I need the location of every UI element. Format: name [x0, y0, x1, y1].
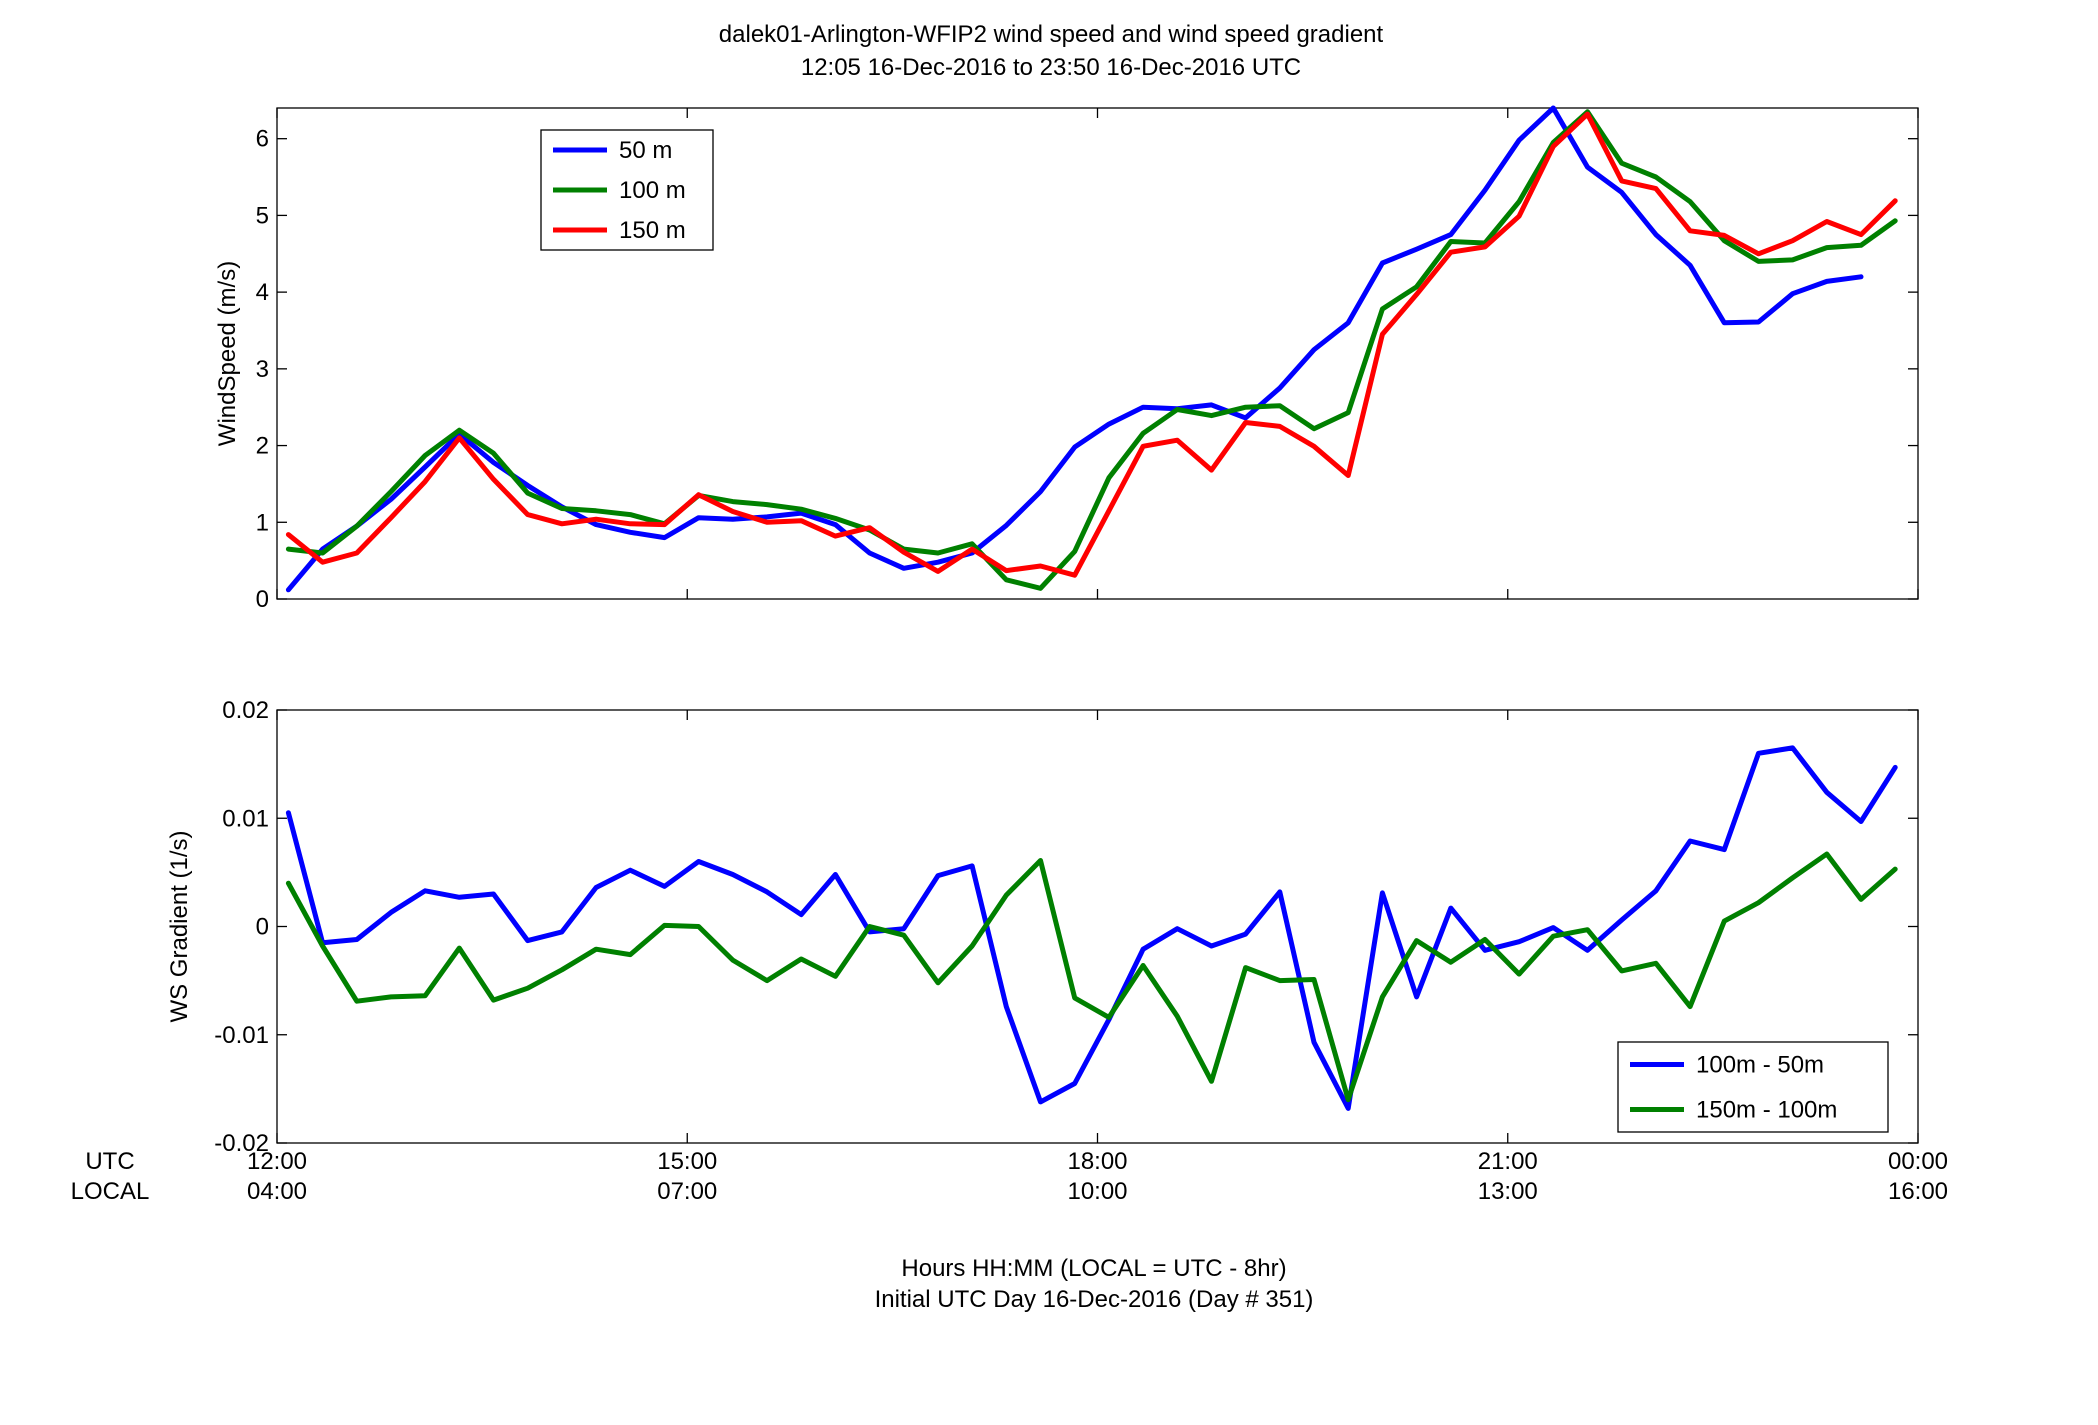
- axes-frame: [276, 107, 1919, 600]
- y-tick-label: 6: [256, 126, 269, 153]
- x-tick-labels: 12:00 04:00 15:00 07:00 18:00 10:00 21:00 13:00…: [247, 1148, 1948, 1205]
- legend: 50 m 100 m 150 m: [540, 129, 714, 251]
- y-tick-label: 0: [256, 586, 269, 613]
- row-label-utc: UTC: [85, 1148, 134, 1175]
- x-tick-label-local: 04:00: [247, 1178, 307, 1205]
- y-tick-label: 2: [256, 433, 269, 460]
- y-tick-label: 1: [256, 509, 269, 536]
- y-tick-label: 0.02: [222, 697, 269, 724]
- x-axis-label-line2: Initial UTC Day 16-Dec-2016 (Day # 351): [875, 1286, 1314, 1313]
- y-tick-label: 0: [256, 914, 269, 941]
- y-tick-label: -0.01: [214, 1022, 269, 1049]
- y-axis-label: WS Gradient (1/s): [166, 830, 193, 1022]
- chart-title: dalek01-Arlington-WFIP2 wind speed and w…: [719, 21, 1384, 48]
- y-axis-label: WindSpeed (m/s): [214, 261, 241, 446]
- series-line-1: [285, 105, 1864, 593]
- y-tick-label: 4: [256, 279, 269, 306]
- chart-subtitle: 12:05 16-Dec-2016 to 23:50 16-Dec-2016 U…: [801, 54, 1301, 81]
- y-tick-label: 3: [256, 356, 269, 383]
- x-tick-label-local: 07:00: [657, 1178, 717, 1205]
- gradient-panel: -0.02 -0.01 0 0.01 0.02 WS Gradient (1/s) 100m…: [166, 697, 1919, 1157]
- legend-entry: 150m - 100m: [1696, 1097, 1837, 1124]
- x-tick-label-utc: 21:00: [1478, 1148, 1538, 1175]
- x-tick-label-local: 10:00: [1067, 1178, 1127, 1205]
- legend-entry: 50 m: [619, 137, 672, 164]
- x-tick-label-utc: 12:00: [247, 1148, 307, 1175]
- series-line-2: [285, 851, 1898, 1103]
- legend-frame: [1617, 1041, 1889, 1133]
- x-tick-label-utc: 00:00: [1888, 1148, 1948, 1175]
- series-line-2: [285, 109, 1898, 591]
- x-tick-label-local: 16:00: [1888, 1178, 1948, 1205]
- x-tick-label-utc: 18:00: [1067, 1148, 1127, 1175]
- x-tick-label-local: 13:00: [1478, 1178, 1538, 1205]
- legend-entry: 150 m: [619, 217, 686, 244]
- series-line-3: [285, 111, 1898, 578]
- windspeed-panel: 0 1 2 3 4 5 6 WindSpeed (m/s) 50 m 100 m 150 m: [214, 105, 1919, 613]
- series-line-1: [285, 745, 1898, 1111]
- legend-entry: 100m - 50m: [1696, 1052, 1824, 1079]
- legend-entry: 100 m: [619, 177, 686, 204]
- legend: 100m - 50m 150m - 100m: [1617, 1041, 1889, 1133]
- y-tick-label: 0.01: [222, 805, 269, 832]
- x-axis-label-line1: Hours HH:MM (LOCAL = UTC - 8hr): [901, 1255, 1286, 1282]
- y-tick-label: -0.02: [214, 1130, 269, 1157]
- row-label-local: LOCAL: [71, 1178, 150, 1205]
- x-tick-label-utc: 15:00: [657, 1148, 717, 1175]
- y-tick-label: 5: [256, 202, 269, 229]
